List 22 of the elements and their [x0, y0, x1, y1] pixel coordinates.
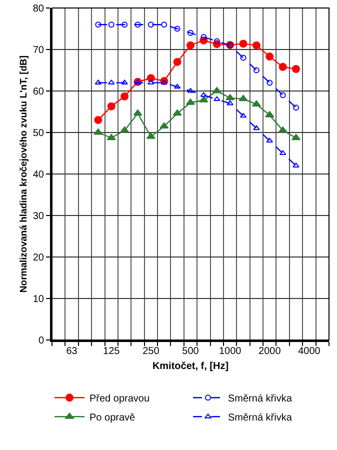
legend-label: Směrná křivka	[228, 412, 292, 424]
x-tick-label: 500	[182, 346, 200, 357]
y-tick-label: 50	[32, 128, 44, 139]
y-tick-label: 80	[32, 4, 44, 14]
x-tick-label: 1000	[218, 346, 242, 357]
x-axis-title: Kmitočet, f, [Hz]	[152, 361, 229, 372]
y-tick-label: 70	[32, 45, 44, 56]
x-tick-label: 4000	[298, 346, 321, 357]
y-tick-label: 20	[32, 252, 44, 264]
y-tick-label: 30	[32, 211, 44, 222]
x-tick-label: 125	[103, 346, 120, 357]
x-tick-label: 250	[142, 346, 160, 357]
y-tick-label: 60	[32, 86, 44, 98]
legend-label: Směrná křivka	[228, 394, 292, 405]
legend-label: Po opravě	[90, 412, 136, 424]
x-tick-label: 2000	[258, 346, 282, 357]
y-tick-label: 40	[32, 170, 44, 180]
y-axis-title: Normalizovaná hladina kročejového zvuku L'nT, [dB]	[18, 55, 30, 293]
y-tick-label: 0	[38, 336, 44, 346]
legend-label: Před opravou	[90, 394, 150, 405]
y-tick-label: 10	[32, 294, 44, 305]
x-tick-label: 63	[66, 346, 78, 357]
